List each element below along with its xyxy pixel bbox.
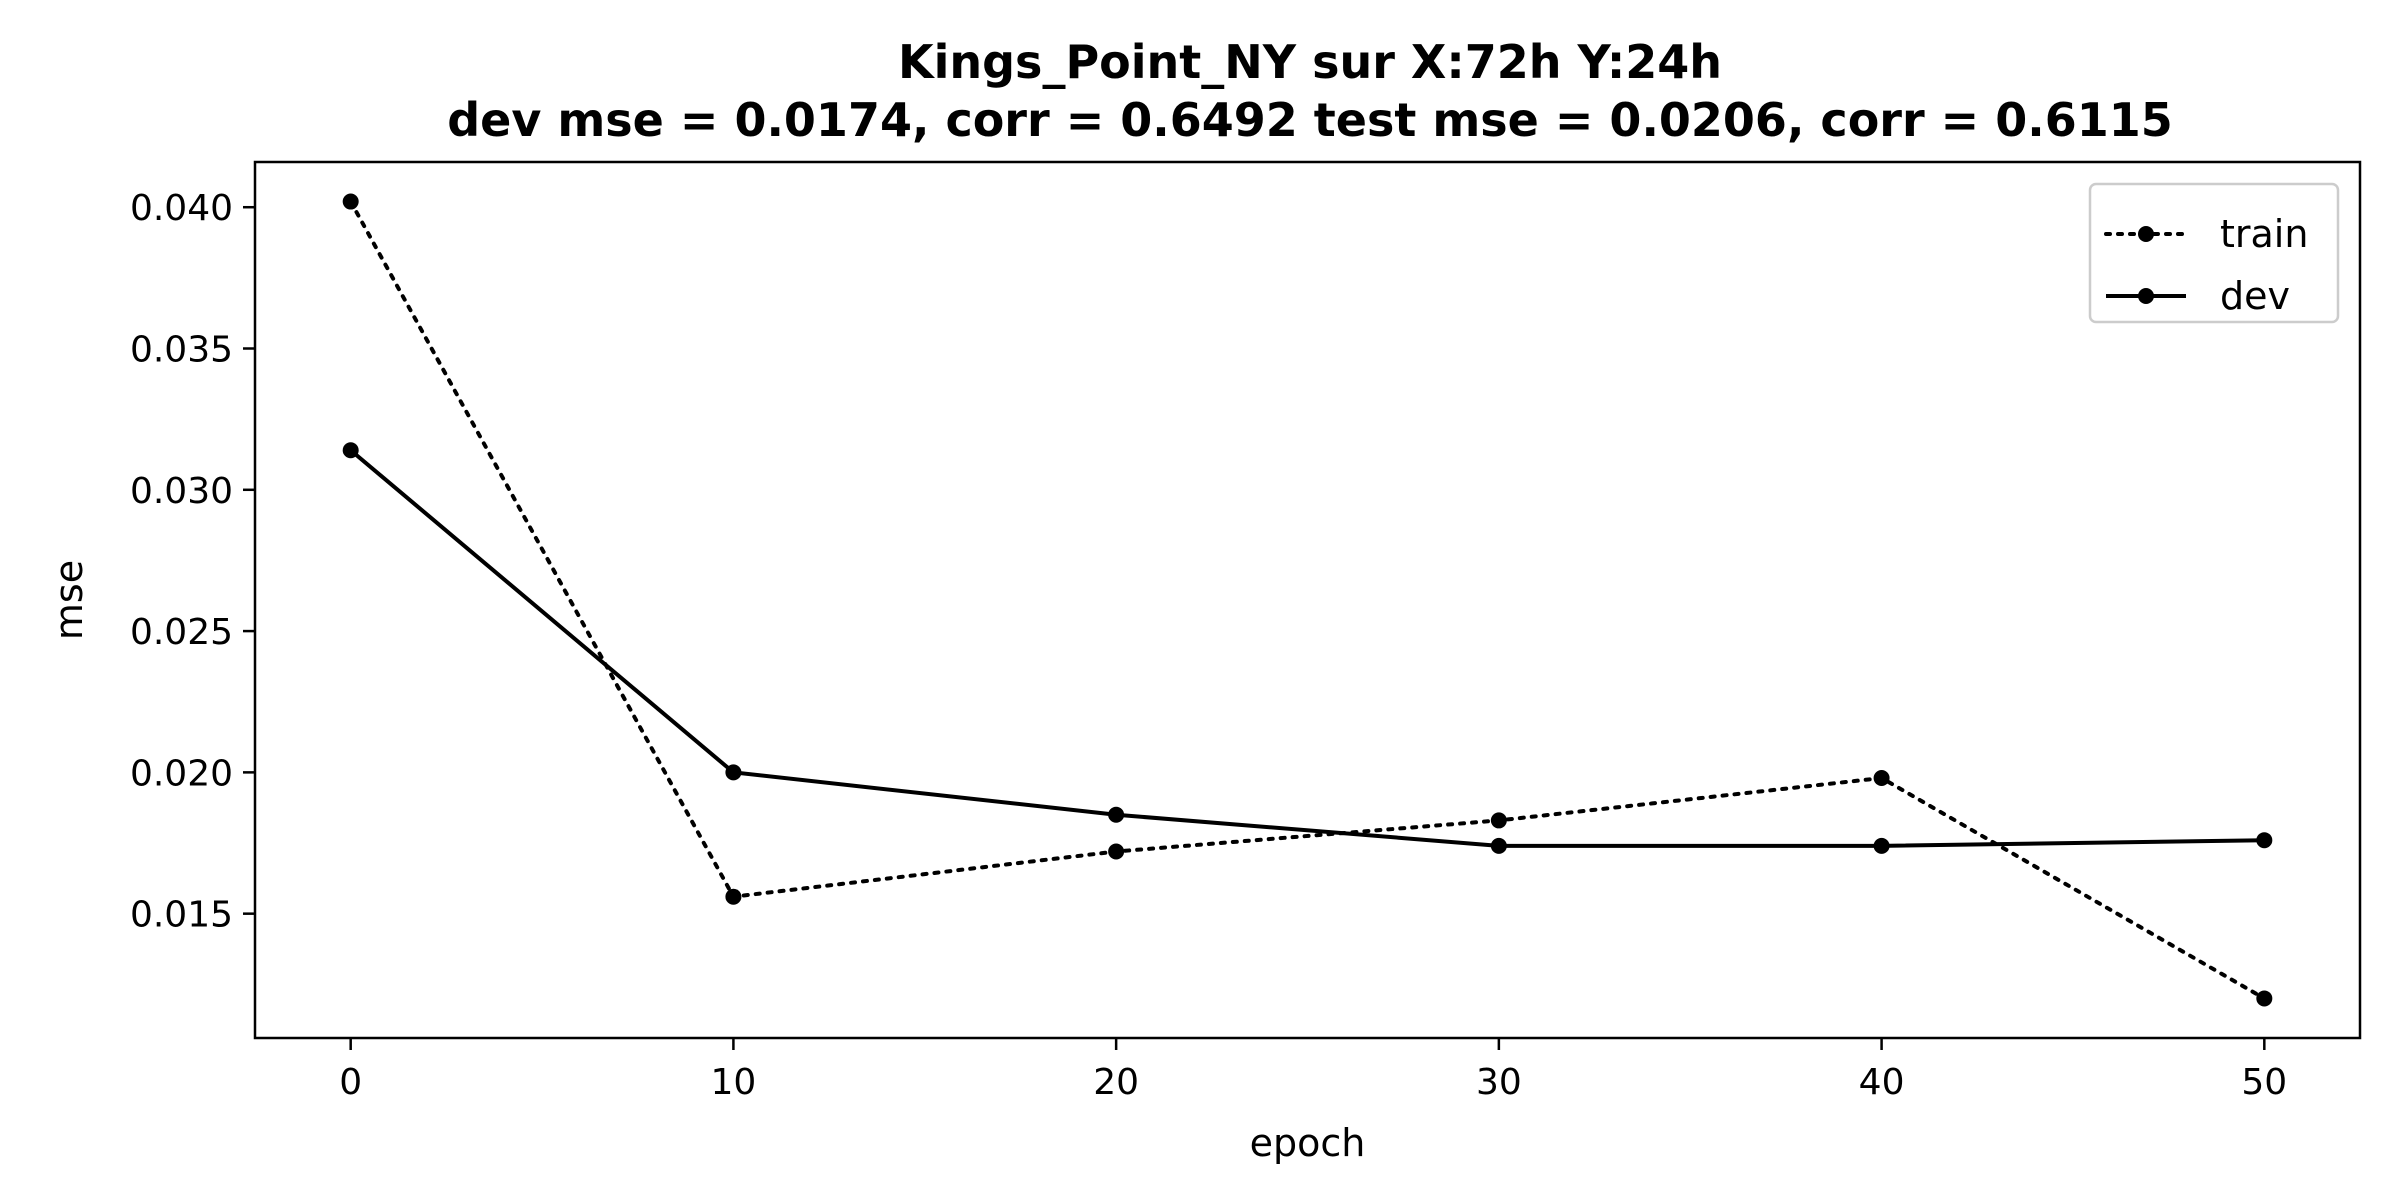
- legend-label-train: train: [2220, 212, 2308, 256]
- point-train: [342, 193, 359, 210]
- legend-marker-dev: [2138, 288, 2154, 304]
- point-train: [2256, 990, 2273, 1007]
- point-dev: [1873, 837, 1890, 854]
- series-line-train: [348, 199, 2267, 1001]
- x-axis-ticks: 0 10 20 30 40 50: [339, 1038, 2287, 1103]
- legend-box: [2088, 182, 2340, 324]
- y-axis-label: mse: [47, 560, 91, 640]
- point-dev: [2256, 832, 2273, 849]
- point-dev: [725, 764, 742, 781]
- chart-title: Kings_Point_NY sur X:72h Y:24h: [898, 35, 1722, 89]
- point-dev: [342, 442, 359, 459]
- y-tick-label: 0.040: [130, 188, 233, 229]
- x-tick-label: 20: [1093, 1062, 1139, 1103]
- point-train: [1108, 843, 1125, 860]
- x-tick-label: 0: [339, 1062, 362, 1103]
- x-tick-label: 30: [1476, 1062, 1522, 1103]
- point-dev: [1490, 837, 1507, 854]
- series-layer: [342, 193, 2273, 1007]
- point-dev: [1108, 806, 1125, 823]
- x-tick-label: 10: [711, 1062, 757, 1103]
- x-axis-label: epoch: [1250, 1121, 1366, 1165]
- x-tick-label: 40: [1859, 1062, 1905, 1103]
- chart-subtitle: dev mse = 0.0174, corr = 0.6492 test mse…: [447, 93, 2173, 147]
- series-line-dev: [349, 448, 2265, 848]
- point-train: [725, 888, 742, 905]
- legend-marker-train: [2138, 226, 2154, 242]
- y-tick-label: 0.030: [130, 471, 233, 512]
- point-train: [1873, 770, 1890, 787]
- y-tick-label: 0.035: [130, 330, 233, 371]
- y-tick-label: 0.015: [130, 895, 233, 936]
- y-tick-label: 0.025: [130, 612, 233, 653]
- point-train: [1490, 812, 1507, 829]
- legend: train dev: [2088, 182, 2340, 324]
- legend-label-dev: dev: [2220, 274, 2290, 318]
- y-axis-ticks: 0.015 0.020 0.025 0.030 0.035 0.040: [130, 188, 255, 936]
- y-tick-label: 0.020: [130, 753, 233, 794]
- x-tick-label: 50: [2241, 1062, 2287, 1103]
- plot-area-frame: [253, 160, 2362, 1040]
